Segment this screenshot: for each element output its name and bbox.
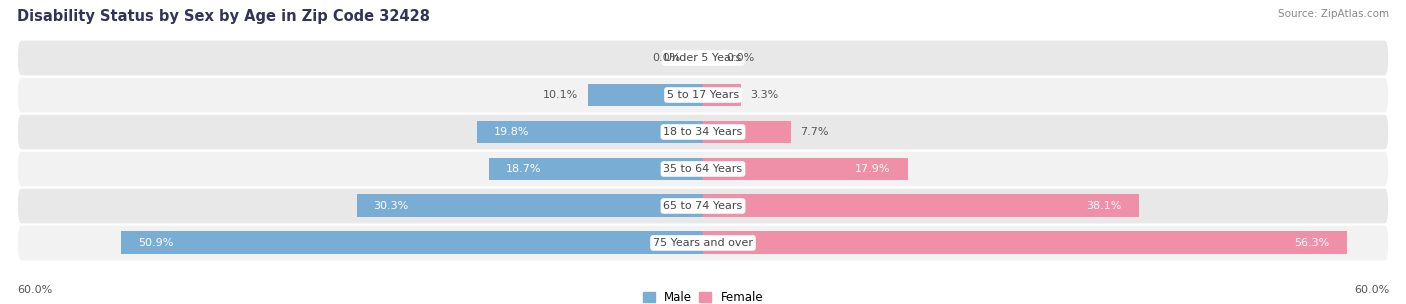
FancyBboxPatch shape (17, 77, 1389, 113)
Text: 18 to 34 Years: 18 to 34 Years (664, 127, 742, 137)
Bar (588, 84, 703, 106)
Bar (357, 195, 703, 217)
Text: Under 5 Years: Under 5 Years (665, 53, 741, 63)
Text: 38.1%: 38.1% (1087, 201, 1122, 211)
Text: 0.0%: 0.0% (652, 53, 681, 63)
FancyBboxPatch shape (17, 113, 1389, 150)
Text: 35 to 64 Years: 35 to 64 Years (664, 164, 742, 174)
Text: 19.8%: 19.8% (494, 127, 529, 137)
Text: 75 Years and over: 75 Years and over (652, 238, 754, 248)
Text: 17.9%: 17.9% (855, 164, 890, 174)
Text: 60.0%: 60.0% (1354, 285, 1389, 295)
Bar (489, 157, 703, 181)
Text: 60.0%: 60.0% (17, 285, 52, 295)
FancyBboxPatch shape (17, 150, 1389, 188)
Text: 10.1%: 10.1% (543, 90, 578, 100)
Text: Disability Status by Sex by Age in Zip Code 32428: Disability Status by Sex by Age in Zip C… (17, 9, 430, 24)
Text: 18.7%: 18.7% (506, 164, 541, 174)
Text: 50.9%: 50.9% (138, 238, 173, 248)
Text: Source: ZipAtlas.com: Source: ZipAtlas.com (1278, 9, 1389, 19)
Legend: Male, Female: Male, Female (643, 291, 763, 304)
Bar (703, 120, 792, 143)
Text: 7.7%: 7.7% (800, 127, 828, 137)
Bar (703, 84, 741, 106)
Text: 65 to 74 Years: 65 to 74 Years (664, 201, 742, 211)
Text: 3.3%: 3.3% (749, 90, 778, 100)
Bar (703, 157, 908, 181)
Text: 56.3%: 56.3% (1295, 238, 1330, 248)
Text: 30.3%: 30.3% (374, 201, 409, 211)
Bar (477, 120, 703, 143)
Text: 5 to 17 Years: 5 to 17 Years (666, 90, 740, 100)
Bar (703, 195, 1139, 217)
FancyBboxPatch shape (17, 188, 1389, 224)
FancyBboxPatch shape (17, 224, 1389, 261)
FancyBboxPatch shape (17, 40, 1389, 77)
Bar (121, 231, 703, 254)
Text: 0.0%: 0.0% (725, 53, 754, 63)
Bar (703, 231, 1347, 254)
